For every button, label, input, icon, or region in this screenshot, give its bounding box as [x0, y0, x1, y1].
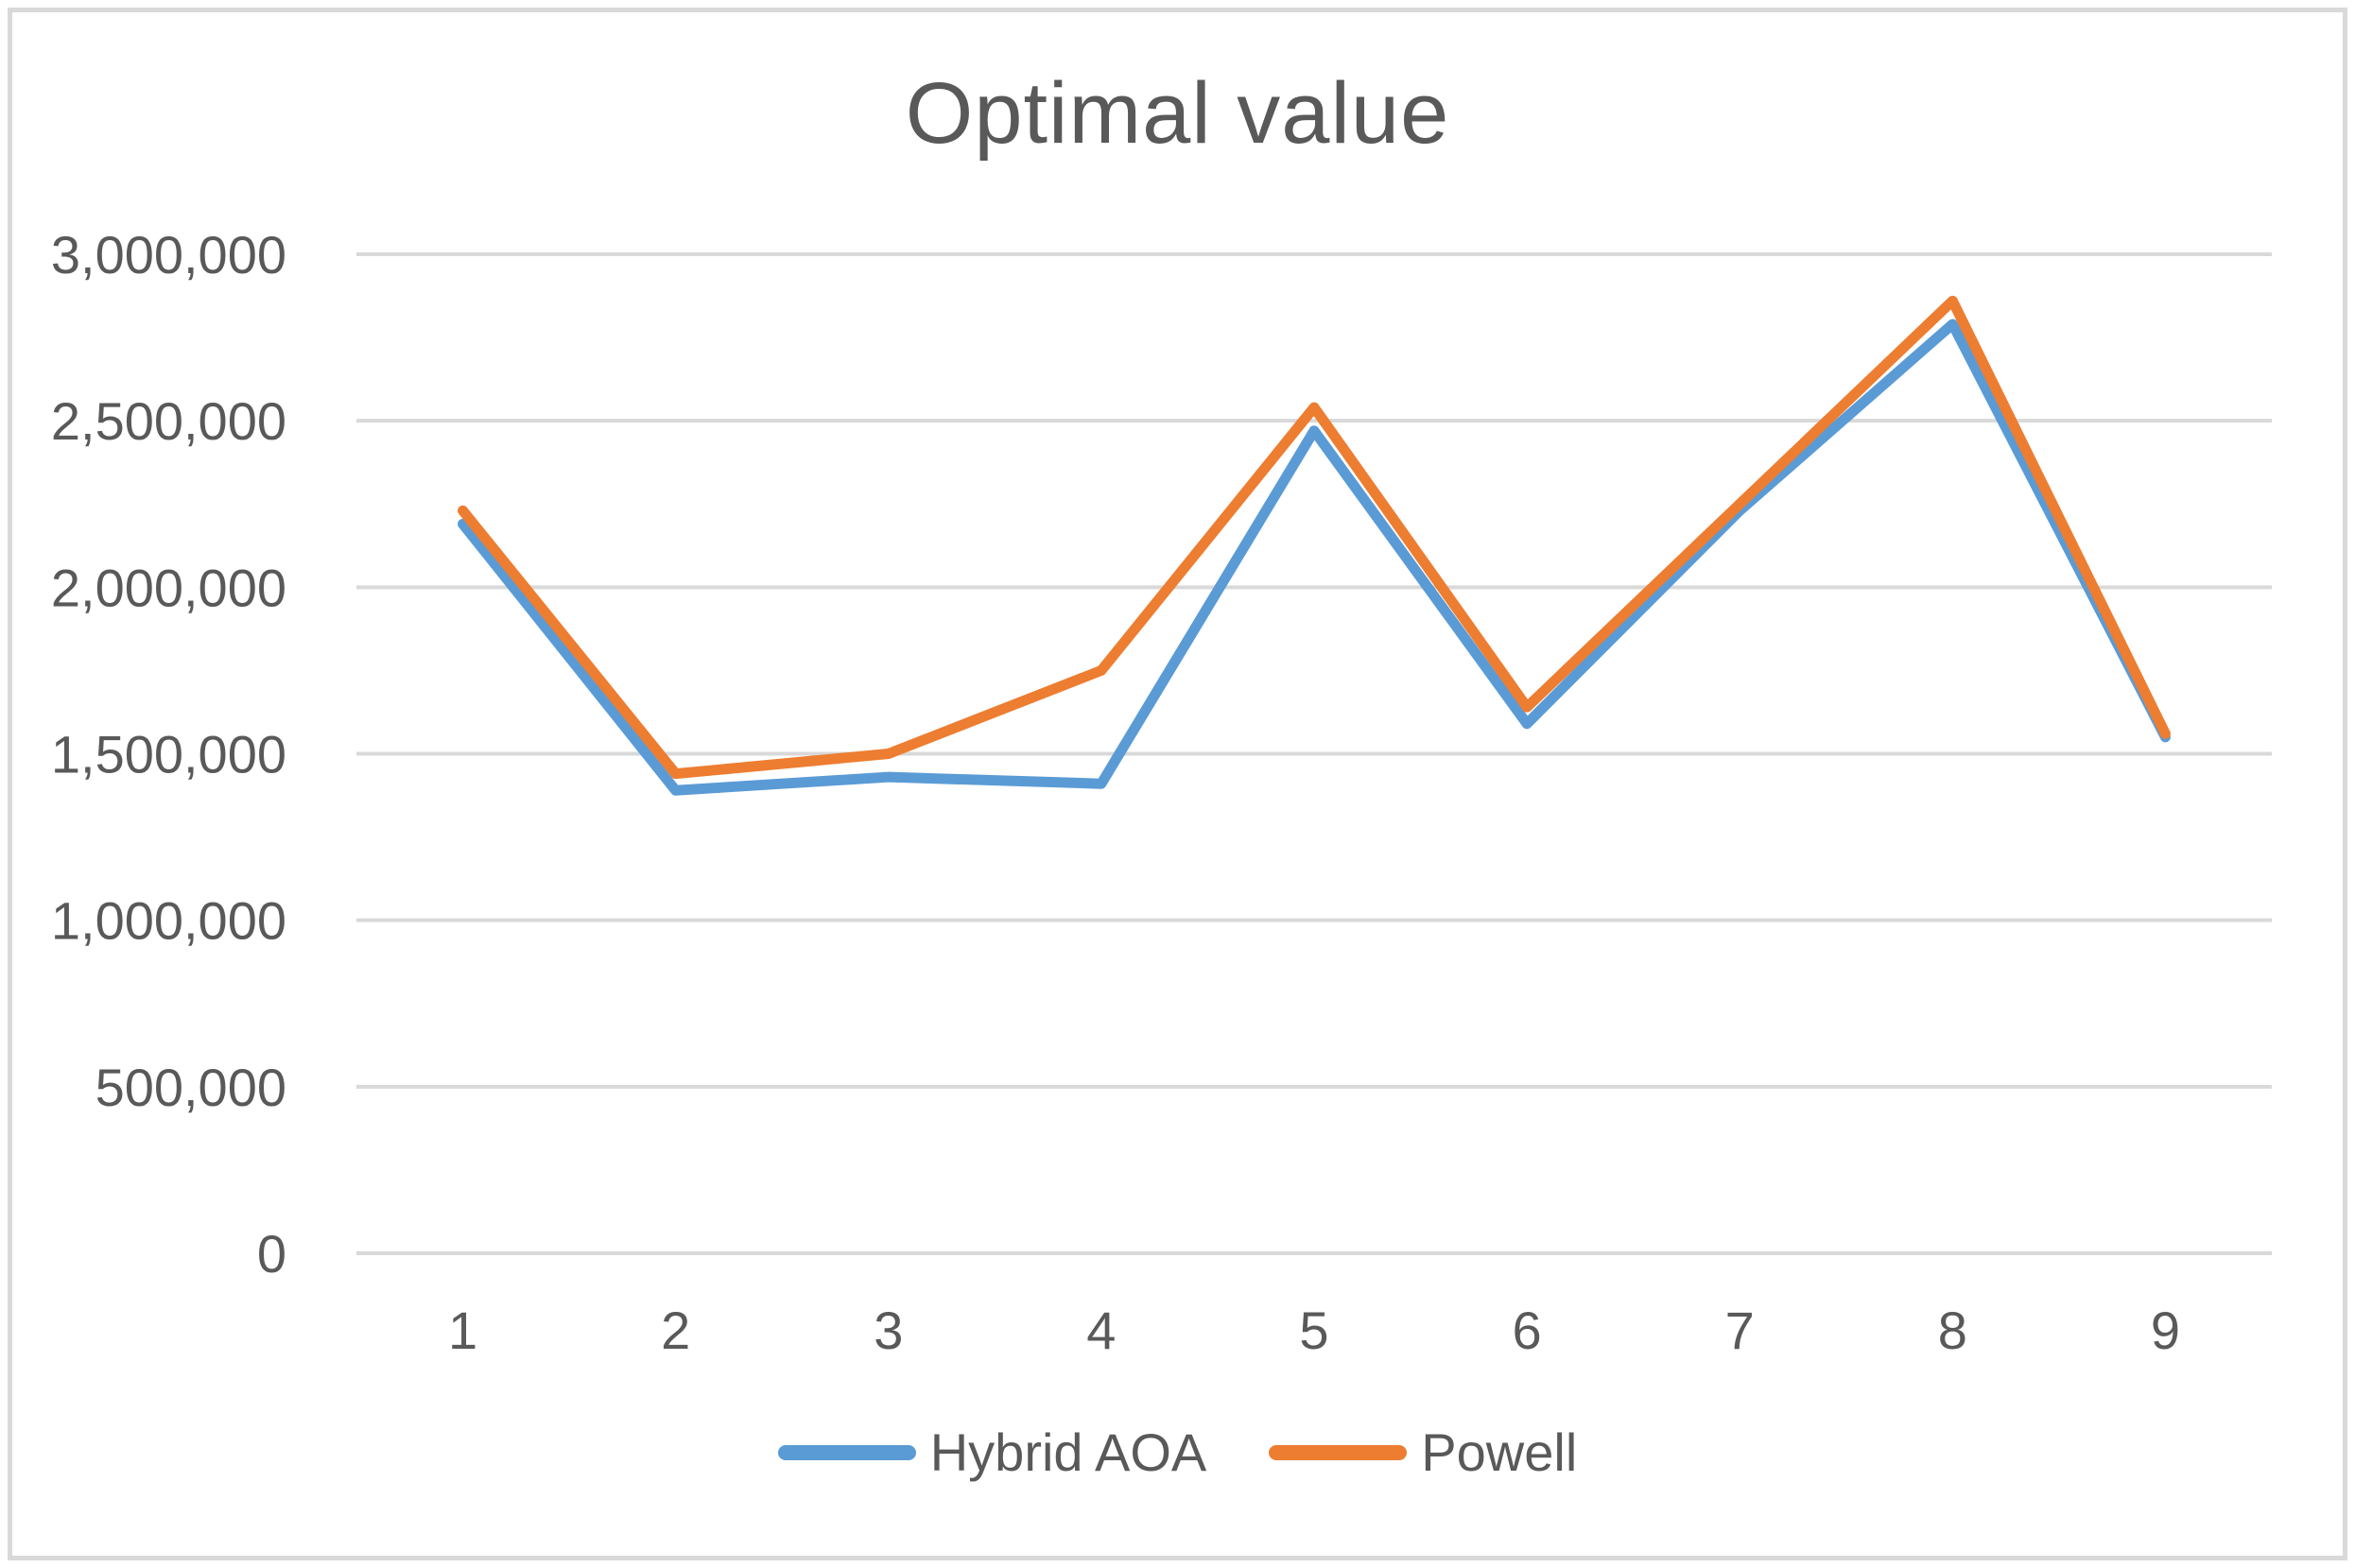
series-line-hybrid-aoa[interactable] — [458, 319, 2171, 796]
series-line-powell[interactable] — [458, 295, 2171, 780]
x-tick-label: 7 — [1725, 1301, 1755, 1360]
legend-item-powell[interactable]: Powell — [1269, 1426, 1577, 1479]
legend-swatch-hybrid-aoa — [777, 1445, 916, 1460]
x-tick-label: 4 — [1086, 1301, 1116, 1360]
y-tick-label: 500,000 — [95, 1058, 286, 1117]
y-tick-label: 3,000,000 — [51, 225, 286, 284]
chart-title: Optimal value — [905, 65, 1450, 162]
legend-label: Powell — [1421, 1422, 1578, 1482]
x-tick-label: 9 — [2151, 1301, 2180, 1360]
legend-swatch-powell — [1269, 1445, 1408, 1460]
x-tick-label: 3 — [874, 1301, 903, 1360]
x-tick-label: 2 — [661, 1301, 690, 1360]
x-tick-label: 8 — [1938, 1301, 1967, 1360]
y-tick-label: 1,000,000 — [51, 891, 286, 951]
y-tick-label: 2,000,000 — [51, 558, 286, 617]
y-tick-label: 0 — [257, 1224, 286, 1284]
legend-label: Hybrid AOA — [929, 1422, 1207, 1482]
y-tick-label: 2,500,000 — [51, 391, 286, 451]
legend: Hybrid AOA Powell — [0, 1426, 2355, 1479]
y-tick-label: 1,500,000 — [51, 725, 286, 784]
x-tick-label: 1 — [448, 1301, 477, 1360]
x-tick-label: 6 — [1513, 1301, 1542, 1360]
x-tick-label: 5 — [1299, 1301, 1328, 1360]
legend-item-hybrid-aoa[interactable]: Hybrid AOA — [777, 1422, 1207, 1482]
